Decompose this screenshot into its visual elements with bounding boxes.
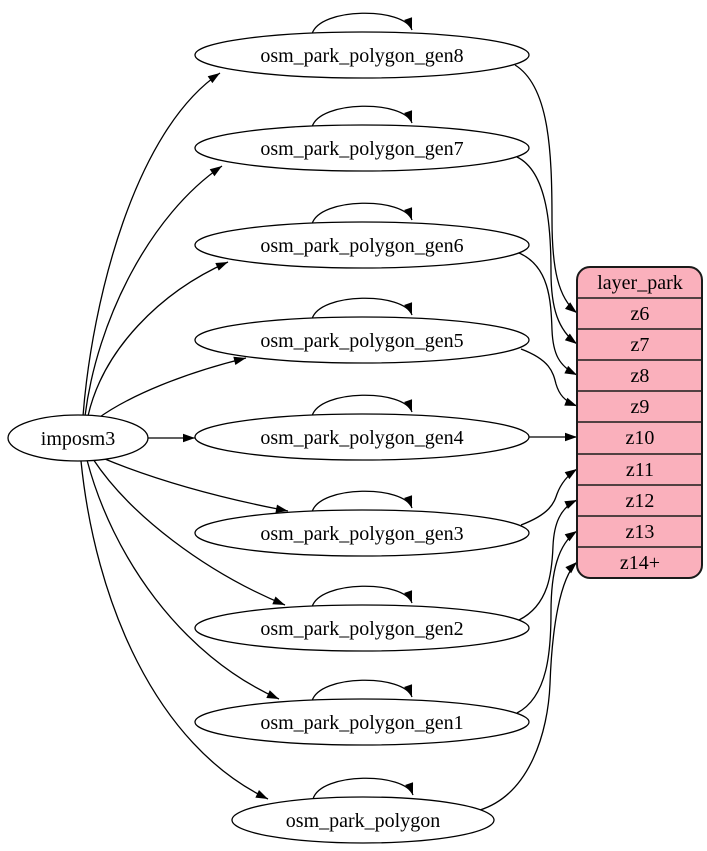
edge-gen7-z7 [516, 156, 578, 345]
node-gen5-shape [194, 316, 530, 364]
layer-park-row-z10: z10 [626, 427, 655, 449]
node-osm-park-polygon-gen6: osm_park_polygon_gen6 [194, 221, 530, 269]
node-gen7-shape [194, 124, 530, 172]
layer-park-row-z12: z12 [626, 490, 655, 512]
node-gen4-label: osm_park_polygon_gen4 [260, 427, 463, 449]
node-osm-park-polygon-gen5: osm_park_polygon_gen5 [194, 316, 530, 364]
node-gen2-label: osm_park_polygon_gen2 [260, 618, 463, 640]
node-osm-park-polygon: osm_park_polygon [231, 796, 495, 844]
layer-park-row-z9: z9 [631, 396, 650, 418]
self-loop-gen7 [311, 105, 413, 128]
node-gen2-shape [194, 604, 530, 652]
edge-gen1-z13 [516, 530, 578, 714]
self-loop-gen8 [311, 12, 413, 35]
node-gen3-label: osm_park_polygon_gen3 [260, 523, 463, 545]
node-gen1-shape [194, 698, 530, 746]
edges-to-layer-park [479, 64, 578, 811]
edge-imposm3-polygon [80, 460, 269, 800]
edge-imposm3-gen8 [82, 72, 221, 417]
node-polygon-shape [231, 796, 495, 844]
edge-imposm3-gen6 [87, 261, 229, 417]
node-imposm3-shape [7, 414, 149, 462]
self-loop-polygon [312, 777, 414, 800]
node-gen5-label: osm_park_polygon_gen5 [260, 330, 463, 352]
edge-polygon-z14 [479, 561, 578, 811]
layer-park-row-z7: z7 [631, 334, 650, 356]
node-gen3-shape [194, 509, 530, 557]
node-polygon-label: osm_park_polygon [286, 810, 440, 832]
node-osm-park-polygon-gen3: osm_park_polygon_gen3 [194, 509, 530, 557]
edge-imposm3-gen2 [92, 458, 286, 606]
node-gen6-shape [194, 221, 530, 269]
node-osm-park-polygon-gen7: osm_park_polygon_gen7 [194, 124, 530, 172]
edge-gen2-z12 [518, 499, 578, 621]
node-gen4-shape [194, 413, 530, 461]
self-loop-gen6 [311, 202, 413, 225]
edge-gen5-z9 [520, 348, 578, 407]
node-osm-park-polygon-gen4: osm_park_polygon_gen4 [194, 413, 530, 461]
node-gen8-shape [194, 31, 530, 79]
layer-park-table: layer_park z6 z7 z8 z9 z10 z11 z12 z13 z… [576, 266, 703, 579]
node-gen7-label: osm_park_polygon_gen7 [260, 138, 463, 160]
node-gen6-label: osm_park_polygon_gen6 [260, 235, 463, 257]
node-gen8-label: osm_park_polygon_gen8 [260, 45, 463, 67]
edge-gen6-z8 [518, 252, 578, 376]
edges-from-imposm3 [80, 72, 289, 800]
edge-gen8-z6 [514, 64, 578, 314]
layer-park-row-z13: z13 [626, 521, 655, 543]
node-gen1-label: osm_park_polygon_gen1 [260, 712, 463, 734]
node-osm-park-polygon-gen2: osm_park_polygon_gen2 [194, 604, 530, 652]
edge-imposm3-gen3 [99, 456, 289, 513]
node-imposm3: imposm3 [7, 414, 149, 462]
layer-park-row-z6: z6 [631, 303, 650, 325]
self-loop-gen5 [311, 297, 413, 320]
self-loop-gen4 [311, 394, 413, 417]
node-imposm3-label: imposm3 [41, 428, 115, 450]
layer-park-header: layer_park [597, 272, 683, 294]
node-osm-park-polygon-gen8: osm_park_polygon_gen8 [194, 31, 530, 79]
edge-gen3-z11 [520, 468, 578, 526]
edge-imposm3-gen5 [96, 356, 247, 420]
edge-imposm3-gen7 [84, 165, 223, 417]
self-loop-gen3 [311, 490, 413, 513]
layer-park-row-z11: z11 [626, 459, 654, 481]
self-loop-gen1 [311, 679, 413, 702]
self-loop-gen2 [311, 585, 413, 608]
edge-imposm3-gen1 [86, 459, 280, 700]
layer-park-row-z14: z14+ [620, 552, 660, 574]
layer-park-row-z8: z8 [631, 365, 650, 387]
self-loops [311, 12, 414, 800]
node-osm-park-polygon-gen1: osm_park_polygon_gen1 [194, 698, 530, 746]
